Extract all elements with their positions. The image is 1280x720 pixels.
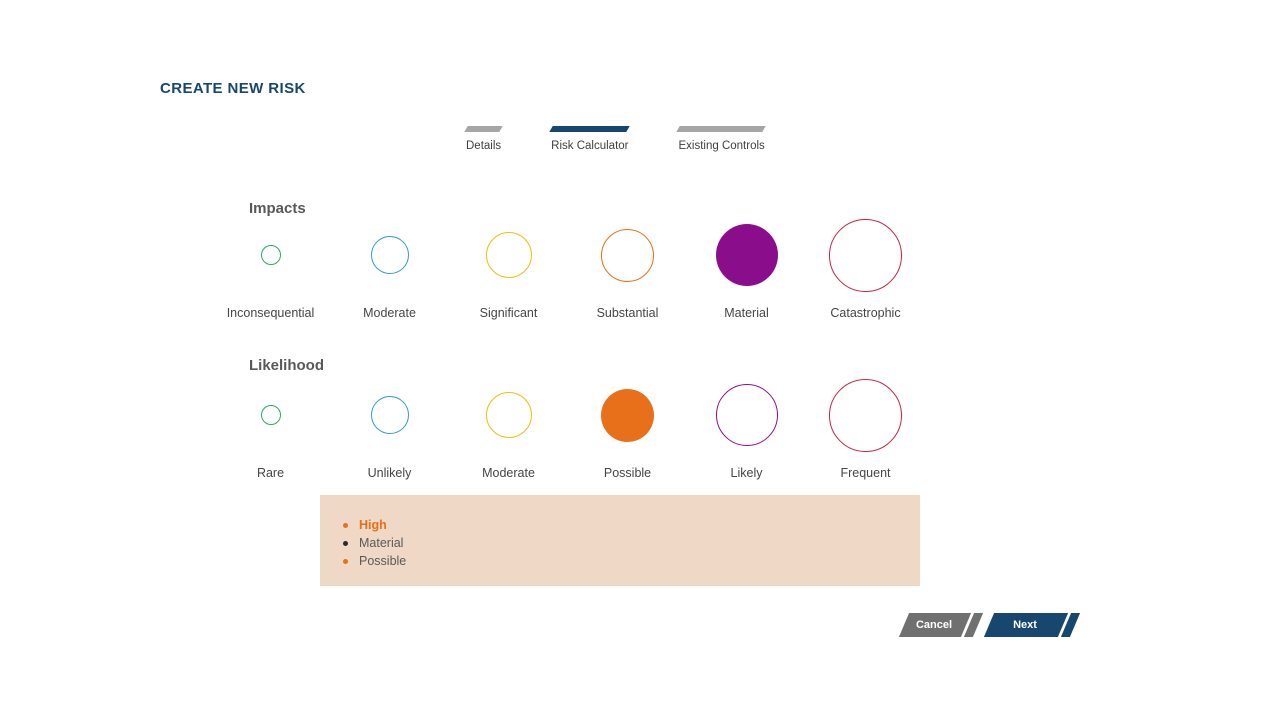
impact-option-label: Significant bbox=[479, 306, 538, 320]
likelihood-circle-holder bbox=[806, 378, 925, 452]
likelihood-option-label: Frequent bbox=[840, 466, 891, 480]
likelihood-option-label: Possible bbox=[603, 466, 652, 480]
likelihood-option-row: Rare Unlikely Moderate Possible bbox=[211, 378, 925, 480]
wizard-tab[interactable]: Risk Calculator bbox=[549, 126, 631, 152]
likelihood-option[interactable]: Unlikely bbox=[330, 378, 449, 480]
impact-circle-icon bbox=[260, 245, 281, 265]
impact-circle-icon bbox=[715, 224, 778, 286]
tab-label: Existing Controls bbox=[678, 140, 765, 152]
next-button[interactable]: Next bbox=[983, 613, 1081, 637]
impact-circle-holder bbox=[568, 218, 687, 292]
tab-indicator-bar bbox=[464, 126, 503, 132]
wizard-tab[interactable]: Existing Controls bbox=[676, 126, 767, 152]
likelihood-option-label: Moderate bbox=[482, 466, 535, 480]
likelihood-option-label: Rare bbox=[256, 466, 285, 480]
tab-indicator-bar bbox=[549, 126, 631, 132]
impact-circle-icon bbox=[601, 228, 654, 282]
impacts-option-row: Inconsequential Moderate Significant Sub… bbox=[211, 218, 925, 320]
impact-option[interactable]: Catastrophic bbox=[806, 218, 925, 320]
cancel-button-label: Cancel bbox=[915, 619, 953, 631]
impact-circle-icon bbox=[370, 236, 409, 274]
impact-option-label: Material bbox=[724, 306, 769, 320]
likelihood-heading: Likelihood bbox=[249, 357, 324, 374]
impact-option-label: Inconsequential bbox=[226, 306, 315, 320]
impacts-heading: Impacts bbox=[249, 200, 306, 217]
summary-item-label: High bbox=[359, 518, 387, 532]
impact-circle-icon bbox=[829, 218, 902, 292]
next-button-label: Next bbox=[1013, 619, 1037, 631]
impact-option-label: Substantial bbox=[596, 306, 659, 320]
likelihood-option-label: Unlikely bbox=[367, 466, 412, 480]
impact-circle-holder bbox=[330, 218, 449, 292]
impact-option[interactable]: Significant bbox=[449, 218, 568, 320]
likelihood-circle-holder bbox=[211, 378, 330, 452]
impact-option[interactable]: Substantial bbox=[568, 218, 687, 320]
impact-option-label: Catastrophic bbox=[830, 306, 901, 320]
tab-label: Risk Calculator bbox=[551, 140, 629, 152]
impact-option[interactable]: Inconsequential bbox=[211, 218, 330, 320]
wizard-tab[interactable]: Details bbox=[464, 126, 503, 152]
likelihood-option[interactable]: Likely bbox=[687, 378, 806, 480]
impact-circle-holder bbox=[211, 218, 330, 292]
summary-item: High bbox=[343, 516, 920, 534]
summary-item: Material bbox=[343, 534, 920, 552]
summary-item-label: Possible bbox=[359, 554, 407, 568]
impact-circle-holder bbox=[449, 218, 568, 292]
likelihood-circle-holder bbox=[449, 378, 568, 452]
impact-circle-holder bbox=[687, 218, 806, 292]
likelihood-option[interactable]: Moderate bbox=[449, 378, 568, 480]
likelihood-option-label: Likely bbox=[730, 466, 763, 480]
cancel-button[interactable]: Cancel bbox=[898, 613, 984, 637]
impact-circle-holder bbox=[806, 218, 925, 292]
wizard-tabs: Details Risk Calculator Existing Control… bbox=[464, 126, 767, 152]
likelihood-circle-holder bbox=[687, 378, 806, 452]
likelihood-option[interactable]: Rare bbox=[211, 378, 330, 480]
tab-indicator-bar bbox=[676, 126, 767, 132]
risk-summary-panel: High Material Possible bbox=[320, 495, 920, 586]
likelihood-circle-holder bbox=[330, 378, 449, 452]
likelihood-circle-icon bbox=[260, 405, 281, 425]
summary-item-label: Material bbox=[359, 536, 404, 550]
likelihood-option[interactable]: Frequent bbox=[806, 378, 925, 480]
likelihood-circle-icon bbox=[601, 388, 654, 442]
impact-option[interactable]: Moderate bbox=[330, 218, 449, 320]
likelihood-circle-icon bbox=[715, 384, 778, 446]
tab-label: Details bbox=[466, 140, 502, 152]
likelihood-circle-icon bbox=[485, 392, 532, 438]
likelihood-circle-icon bbox=[829, 378, 902, 452]
impact-circle-icon bbox=[485, 232, 532, 278]
impact-option[interactable]: Material bbox=[687, 218, 806, 320]
bullet-icon bbox=[343, 522, 348, 528]
page-title: CREATE NEW RISK bbox=[160, 80, 306, 97]
likelihood-option[interactable]: Possible bbox=[568, 378, 687, 480]
likelihood-circle-icon bbox=[370, 396, 409, 434]
bullet-icon bbox=[343, 558, 348, 564]
summary-item: Possible bbox=[343, 552, 920, 570]
impact-option-label: Moderate bbox=[363, 306, 416, 320]
likelihood-circle-holder bbox=[568, 378, 687, 452]
bullet-icon bbox=[343, 540, 348, 546]
